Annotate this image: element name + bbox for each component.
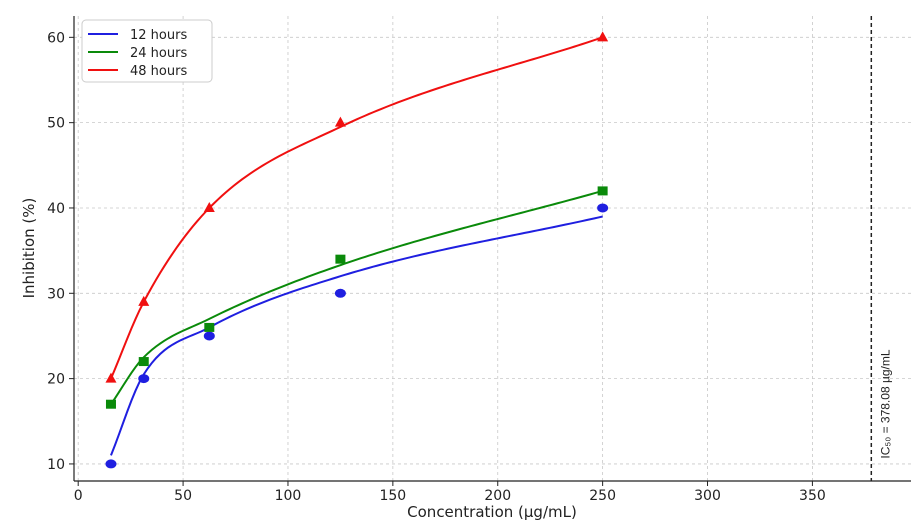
y-ticks: 10 20 30 40 50 60 <box>47 30 74 473</box>
annotations: IC₅₀ = 378.08 µg/mL <box>870 16 892 481</box>
y-tick-label: 60 <box>47 30 65 46</box>
data-point <box>334 116 346 127</box>
data-point <box>203 331 215 341</box>
x-tick-label: 300 <box>694 488 721 504</box>
legend-box <box>81 19 213 83</box>
y-tick-label: 10 <box>47 457 65 473</box>
data-point <box>335 254 346 264</box>
ic50-label: IC₅₀ = 378.08 µg/mL <box>878 349 892 458</box>
data-point <box>138 295 150 306</box>
series-layer <box>105 31 609 469</box>
legend-label: 24 hours <box>130 46 187 61</box>
x-tick-label: 350 <box>799 488 826 504</box>
data-point <box>105 459 117 469</box>
data-point <box>138 357 149 367</box>
data-point <box>334 288 346 298</box>
data-point <box>597 31 609 42</box>
data-point <box>105 372 117 383</box>
x-tick-label: 250 <box>589 488 616 504</box>
x-tick-label: 200 <box>484 488 511 504</box>
y-tick-label: 20 <box>47 372 65 388</box>
x-tick-label: 150 <box>379 488 406 504</box>
fit-line <box>110 189 603 405</box>
grid <box>74 16 911 481</box>
x-ticks: 0 50 100 150 200 250 300 350 <box>74 481 826 504</box>
legend: 12 hours 24 hours 48 hours <box>81 19 213 83</box>
data-point <box>204 322 215 332</box>
x-tick-label: 50 <box>174 488 192 504</box>
series-48-hours <box>105 31 609 383</box>
legend-label: 12 hours <box>130 28 187 43</box>
axes <box>73 16 911 482</box>
series-24-hours <box>105 186 608 409</box>
legend-label: 48 hours <box>130 64 187 79</box>
x-tick-label: 100 <box>275 488 302 504</box>
y-tick-label: 50 <box>47 116 65 132</box>
fit-line <box>110 215 603 456</box>
fit-line <box>110 36 603 379</box>
data-point <box>105 399 116 409</box>
y-axis-label: Inhibition (%) <box>20 198 38 299</box>
x-tick-label: 0 <box>74 488 83 504</box>
x-axis-label: Concentration (µg/mL) <box>407 503 577 521</box>
data-point <box>597 186 608 196</box>
data-point <box>138 374 150 384</box>
data-point <box>597 203 609 213</box>
series-12-hours <box>105 203 609 469</box>
y-tick-label: 30 <box>47 286 65 302</box>
data-point <box>203 201 215 212</box>
y-tick-label: 40 <box>47 201 65 217</box>
